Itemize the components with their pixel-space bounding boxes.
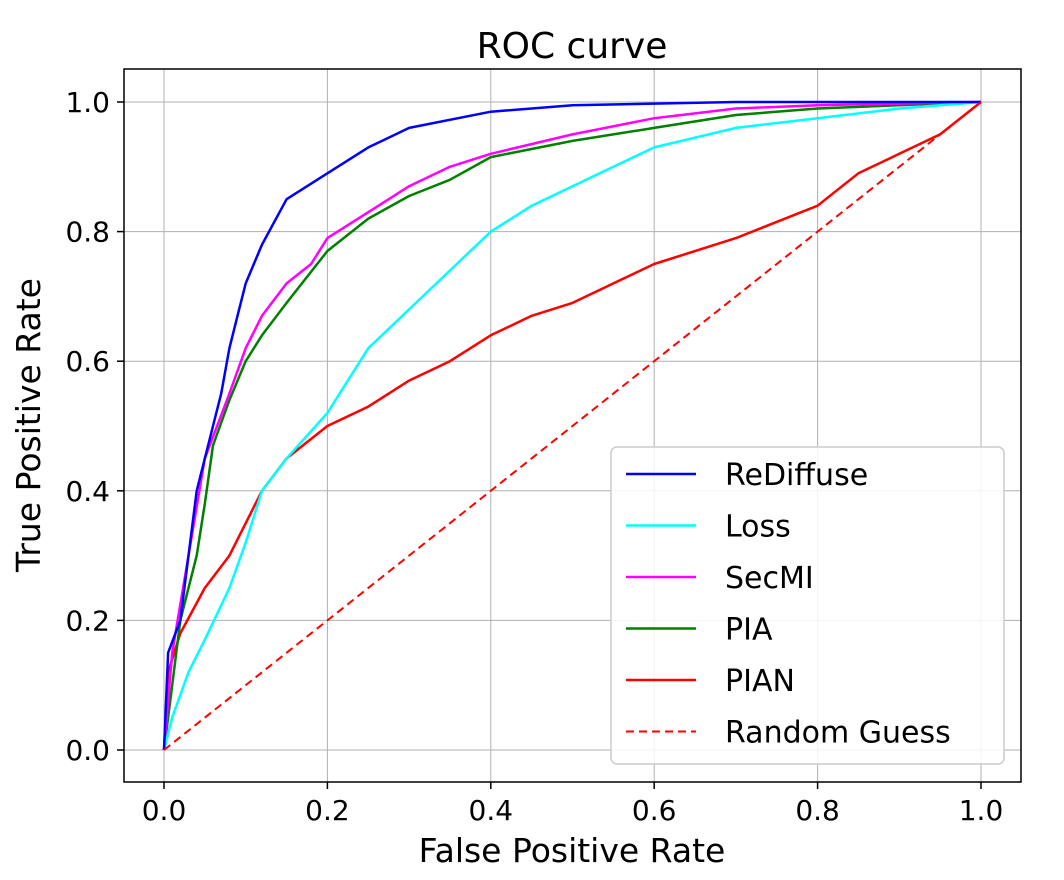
legend-label: Random Guess	[725, 716, 951, 751]
y-tick-label: 0.6	[65, 345, 110, 378]
legend-box	[610, 446, 1005, 765]
y-tick-label: 0.0	[65, 734, 110, 767]
ticks: 0.0 0.2 0.4 0.6 0.8 1.0 0.0 0.2 0.4 0.6 0.8 1.0	[65, 86, 1003, 827]
x-tick-label: 0.6	[632, 794, 677, 827]
legend-label: SecMI	[725, 561, 814, 596]
y-tick-label: 0.8	[65, 216, 110, 249]
y-tick-label: 0.2	[65, 604, 110, 637]
x-tick-label: 0.4	[469, 794, 514, 827]
series-line-pian	[162, 101, 982, 751]
series-group	[162, 100, 982, 751]
legend: ReDiffuse Loss SecMI PIA PIAN Random Guess	[610, 446, 1005, 765]
legend-label: ReDiffuse	[725, 458, 868, 493]
series-line-pia	[162, 100, 982, 751]
plot-frame	[123, 68, 1022, 783]
x-tick-label: 1.0	[959, 794, 1004, 827]
x-tick-label: 0.8	[795, 794, 840, 827]
chart-title: ROC curve	[477, 26, 668, 67]
series-line-random-guess	[163, 101, 982, 751]
y-axis-label: True Positive Rate	[9, 278, 48, 573]
x-axis-label: False Positive Rate	[419, 831, 726, 870]
grid	[124, 69, 1021, 782]
x-tick-label: 0.0	[142, 794, 187, 827]
series-line-loss	[162, 100, 982, 751]
y-tick-label: 0.4	[65, 475, 110, 508]
x-tick-label: 0.2	[305, 794, 350, 827]
y-tick-label: 1.0	[65, 86, 110, 119]
legend-label: PIA	[725, 613, 773, 648]
series-line-rediffuse	[162, 100, 981, 751]
legend-label: PIAN	[725, 664, 795, 699]
legend-label: Loss	[725, 510, 791, 545]
